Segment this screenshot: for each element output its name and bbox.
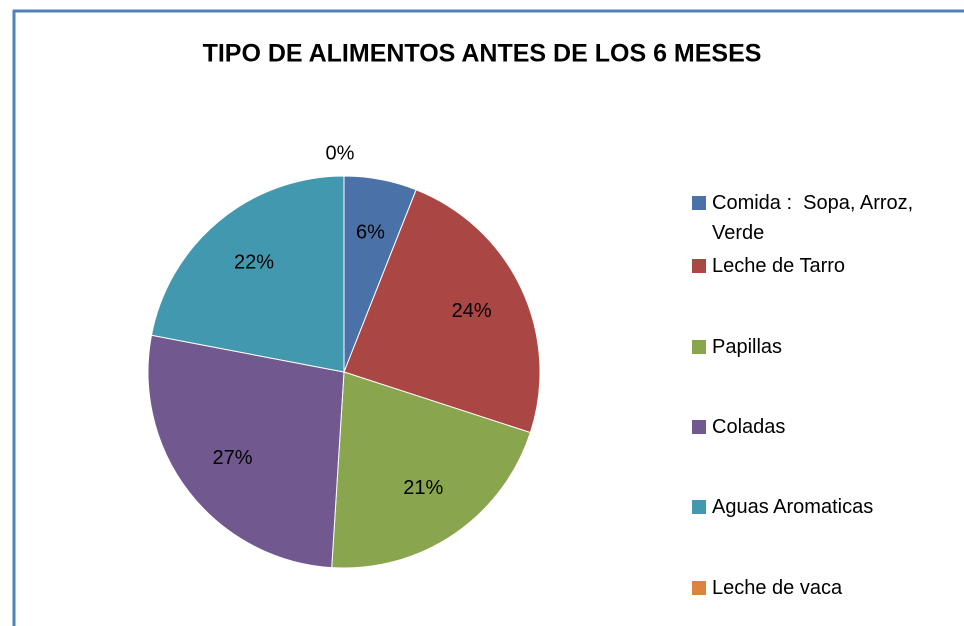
legend-swatch bbox=[692, 500, 706, 514]
data-label: 0% bbox=[326, 142, 355, 164]
legend-swatch bbox=[692, 340, 706, 354]
legend-label: Leche de Tarro bbox=[712, 255, 846, 277]
legend-swatch bbox=[692, 420, 706, 434]
legend-swatch bbox=[692, 259, 706, 273]
data-label: 6% bbox=[356, 222, 385, 244]
data-label: 22% bbox=[234, 252, 274, 274]
data-label: 21% bbox=[403, 477, 443, 499]
pie-slice bbox=[343, 189, 541, 434]
chart-title: TIPO DE ALIMENTOS ANTES DE LOS 6 MESES bbox=[203, 40, 762, 68]
legend-label: Comida : Sopa, Arroz, Verde bbox=[712, 192, 919, 244]
data-label: 24% bbox=[452, 300, 492, 322]
legend-swatch bbox=[692, 196, 706, 210]
pie-slice bbox=[150, 175, 345, 373]
legend-swatch bbox=[692, 581, 706, 595]
legend-label: Papillas bbox=[712, 336, 783, 358]
legend-label: Aguas Aromaticas bbox=[712, 496, 874, 518]
pie-slice bbox=[147, 334, 345, 569]
legend-label: Coladas bbox=[712, 416, 786, 438]
legend-label: Leche de vaca bbox=[712, 577, 843, 599]
data-label: 27% bbox=[212, 447, 252, 469]
pie-slice bbox=[331, 371, 532, 569]
